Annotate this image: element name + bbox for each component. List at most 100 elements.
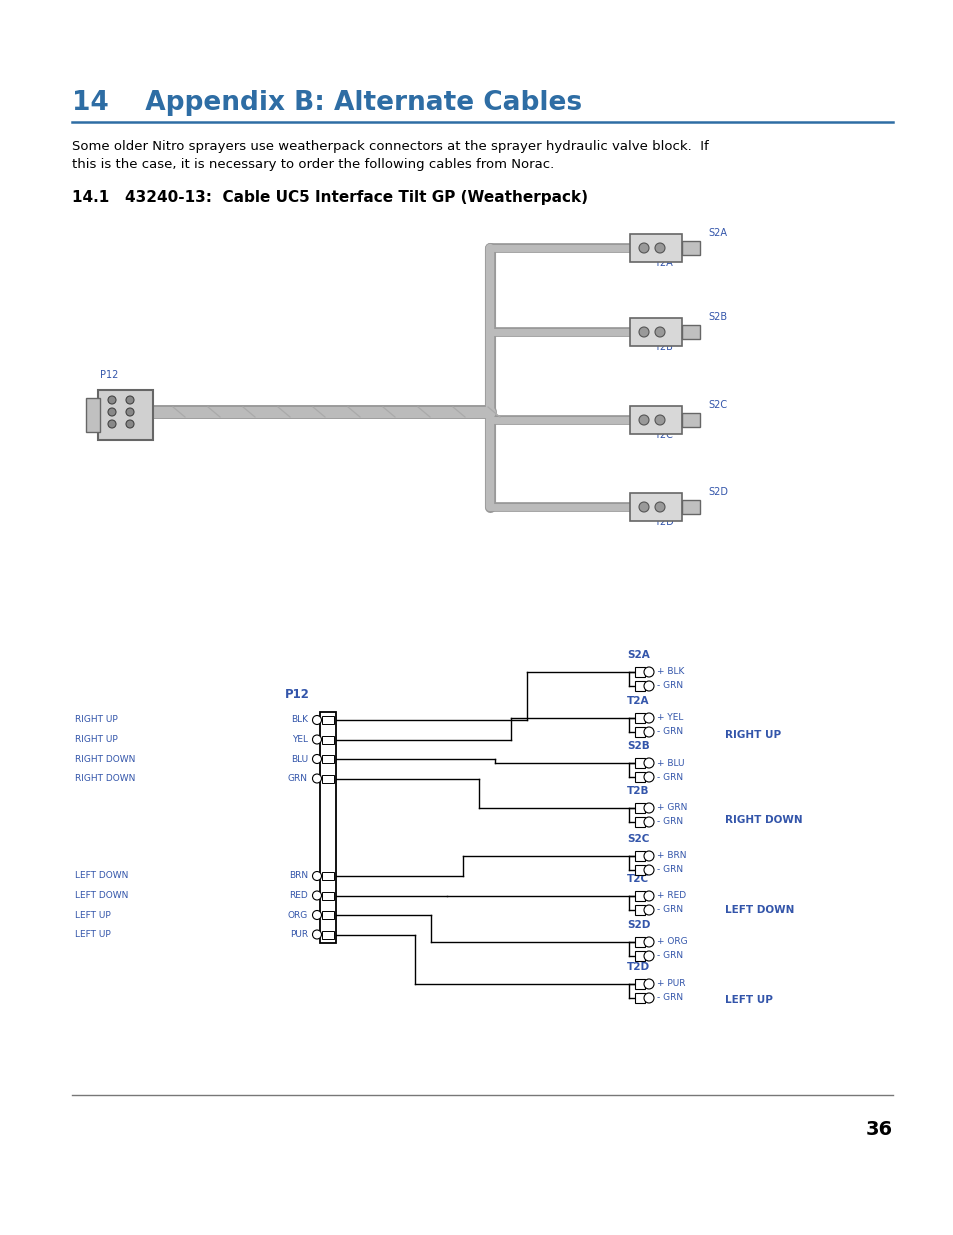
Text: S2C: S2C	[707, 400, 726, 410]
Bar	[629, 233, 681, 262]
Text: RIGHT UP: RIGHT UP	[724, 730, 781, 740]
Circle shape	[643, 937, 654, 947]
Circle shape	[643, 667, 654, 677]
Text: RIGHT DOWN: RIGHT DOWN	[75, 755, 135, 763]
Circle shape	[643, 951, 654, 961]
Text: + BLU: + BLU	[657, 758, 684, 767]
Text: + PUR: + PUR	[657, 979, 685, 988]
Bar	[629, 317, 681, 346]
Text: YEL: YEL	[292, 735, 308, 743]
Circle shape	[126, 420, 133, 429]
Bar	[629, 493, 681, 521]
Bar	[635, 851, 644, 861]
Circle shape	[643, 890, 654, 902]
Text: BLU: BLU	[291, 755, 308, 763]
Text: LEFT DOWN: LEFT DOWN	[724, 905, 794, 915]
Text: LEFT UP: LEFT UP	[75, 910, 111, 920]
Text: T2B: T2B	[626, 785, 649, 797]
Bar	[635, 772, 644, 782]
Text: S2C: S2C	[626, 834, 649, 844]
Text: - GRN: - GRN	[657, 773, 682, 782]
Circle shape	[126, 396, 133, 404]
Text: T2A: T2A	[626, 697, 649, 706]
Text: - GRN: - GRN	[657, 866, 682, 874]
Bar	[629, 406, 681, 433]
Text: RIGHT UP: RIGHT UP	[75, 715, 117, 725]
Circle shape	[643, 803, 654, 813]
Circle shape	[108, 396, 116, 404]
Bar	[322, 716, 334, 724]
Bar	[635, 680, 644, 692]
Bar	[681, 412, 700, 427]
Text: BLK: BLK	[291, 715, 308, 725]
Text: this is the case, it is necessary to order the following cables from Norac.: this is the case, it is necessary to ord…	[71, 158, 554, 170]
Circle shape	[108, 408, 116, 416]
Bar	[635, 713, 644, 722]
Text: LEFT DOWN: LEFT DOWN	[75, 890, 129, 900]
Text: RIGHT UP: RIGHT UP	[75, 735, 117, 743]
Text: T2D: T2D	[626, 962, 649, 972]
Circle shape	[643, 680, 654, 692]
Text: LEFT UP: LEFT UP	[75, 930, 111, 939]
Text: PUR: PUR	[290, 930, 308, 939]
Circle shape	[313, 872, 321, 881]
Text: RIGHT DOWN: RIGHT DOWN	[75, 774, 135, 783]
Bar	[635, 890, 644, 902]
Bar	[86, 398, 100, 432]
Text: - GRN: - GRN	[657, 682, 682, 690]
Circle shape	[655, 243, 664, 253]
Circle shape	[643, 905, 654, 915]
Bar	[635, 803, 644, 813]
Text: - GRN: - GRN	[657, 818, 682, 826]
Bar	[322, 736, 334, 743]
Circle shape	[643, 713, 654, 722]
Bar	[635, 993, 644, 1003]
Text: T2C: T2C	[654, 430, 672, 440]
Text: + GRN: + GRN	[657, 804, 687, 813]
Circle shape	[108, 420, 116, 429]
Bar	[322, 930, 334, 939]
Circle shape	[655, 415, 664, 425]
Text: S2B: S2B	[707, 312, 726, 322]
Text: BRN: BRN	[289, 872, 308, 881]
Circle shape	[643, 993, 654, 1003]
Circle shape	[313, 735, 321, 743]
Circle shape	[643, 864, 654, 876]
Bar	[322, 911, 334, 919]
Bar	[681, 500, 700, 514]
Text: S2A: S2A	[707, 228, 726, 238]
Bar	[319, 713, 335, 942]
Circle shape	[639, 243, 648, 253]
Text: T2D: T2D	[654, 517, 673, 527]
Text: T2B: T2B	[654, 342, 672, 352]
Bar	[98, 390, 152, 440]
Text: S2A: S2A	[626, 650, 649, 659]
Text: ORG: ORG	[288, 910, 308, 920]
Text: + BLK: + BLK	[657, 667, 683, 677]
Text: - GRN: - GRN	[657, 951, 682, 961]
Text: T2A: T2A	[654, 258, 672, 268]
Text: RIGHT DOWN: RIGHT DOWN	[724, 815, 801, 825]
Bar	[322, 755, 334, 763]
Bar	[635, 905, 644, 915]
Circle shape	[639, 415, 648, 425]
Circle shape	[639, 501, 648, 513]
Bar	[635, 951, 644, 961]
Text: S2D: S2D	[707, 487, 727, 496]
Text: P12: P12	[100, 370, 118, 380]
Bar	[681, 325, 700, 338]
Circle shape	[126, 408, 133, 416]
Circle shape	[639, 327, 648, 337]
Circle shape	[643, 818, 654, 827]
Text: S2D: S2D	[626, 920, 650, 930]
Text: P12: P12	[285, 688, 310, 701]
Text: - GRN: - GRN	[657, 905, 682, 914]
Text: + ORG: + ORG	[657, 937, 687, 946]
Bar	[635, 818, 644, 827]
Text: + YEL: + YEL	[657, 714, 682, 722]
Bar	[635, 758, 644, 768]
Circle shape	[643, 979, 654, 989]
Text: T2C: T2C	[626, 874, 648, 884]
Circle shape	[313, 774, 321, 783]
Text: Some older Nitro sprayers use weatherpack connectors at the sprayer hydraulic va: Some older Nitro sprayers use weatherpac…	[71, 140, 708, 153]
